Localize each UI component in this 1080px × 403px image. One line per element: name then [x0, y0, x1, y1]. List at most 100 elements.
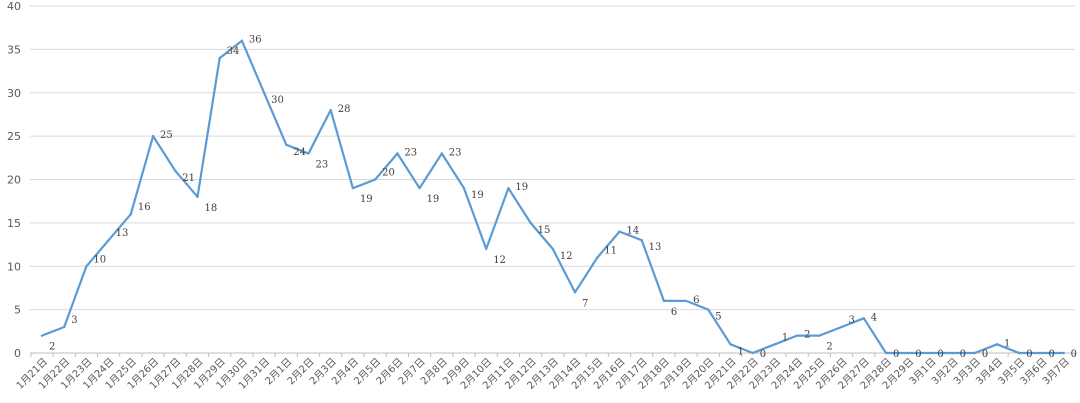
data-label: 2 [804, 330, 810, 341]
data-label: 1 [1004, 338, 1010, 349]
data-point [995, 343, 999, 346]
y-tick-label: 35 [7, 43, 21, 56]
data-label: 5 [715, 312, 721, 323]
gridlines [30, 5, 1075, 354]
data-point [63, 325, 66, 329]
data-point [107, 239, 110, 242]
data-label: 18 [204, 203, 217, 214]
data-label: 13 [649, 242, 662, 253]
data-point [951, 351, 954, 355]
data-point [485, 247, 488, 251]
data-point [129, 213, 133, 216]
data-point [1018, 351, 1021, 355]
y-tick-label: 15 [7, 217, 21, 230]
data-point [929, 351, 932, 355]
data-label: 28 [338, 104, 351, 115]
data-label: 0 [893, 349, 899, 360]
data-point [729, 343, 732, 346]
data-label: 6 [693, 295, 699, 306]
data-point [40, 334, 44, 337]
data-label: 0 [760, 349, 766, 360]
data-label: 19 [360, 194, 373, 205]
data-point [662, 299, 666, 303]
data-label: 0 [1071, 349, 1077, 360]
data-label: 3 [71, 315, 77, 326]
data-label: 15 [538, 225, 551, 236]
data-label: 0 [982, 349, 988, 360]
data-point [151, 134, 155, 138]
data-point [1040, 351, 1043, 355]
data-point [551, 247, 555, 251]
data-label: 21 [182, 173, 195, 184]
data-label: 25 [160, 130, 173, 141]
data-point [373, 178, 377, 181]
data-label: 0 [1048, 349, 1054, 360]
y-tick-label: 25 [7, 130, 21, 143]
y-tick-label: 20 [7, 174, 21, 187]
data-point [618, 230, 621, 233]
data-labels: 2310131625211834363024232819202319231912… [49, 35, 1077, 360]
data-label: 24 [293, 147, 306, 158]
data-point [285, 143, 288, 146]
series-line [40, 39, 1065, 355]
data-label: 3 [849, 315, 855, 326]
y-tick-label: 40 [7, 0, 21, 13]
data-point [840, 325, 843, 329]
data-label: 7 [582, 298, 588, 309]
y-tick-label: 5 [14, 304, 21, 317]
data-label: 34 [227, 46, 240, 57]
data-label: 0 [915, 349, 921, 360]
data-point [174, 169, 177, 173]
data-label: 12 [493, 255, 506, 266]
data-point [640, 239, 643, 242]
data-point [507, 186, 510, 190]
data-label: 6 [671, 307, 677, 318]
data-label: 14 [626, 226, 639, 237]
data-label: 19 [471, 190, 484, 201]
data-label: 30 [271, 95, 284, 106]
series-polyline [40, 39, 1065, 355]
data-label: 2 [826, 342, 832, 353]
data-point [596, 256, 599, 259]
data-label: 12 [560, 251, 573, 262]
data-label: 13 [116, 228, 129, 239]
data-point [462, 186, 466, 190]
data-point [307, 152, 310, 155]
data-label: 0 [937, 349, 943, 360]
data-point [351, 186, 355, 190]
y-tick-label: 0 [14, 347, 21, 360]
data-label: 23 [449, 147, 462, 158]
data-point [862, 317, 865, 320]
data-point [262, 91, 266, 94]
data-point [818, 334, 821, 337]
data-point [1062, 351, 1065, 355]
data-label: 1 [782, 332, 788, 343]
data-label: 11 [604, 246, 617, 257]
data-point [240, 39, 244, 42]
data-point [573, 291, 577, 294]
data-point [884, 351, 888, 355]
data-label: 36 [249, 35, 262, 46]
data-label: 0 [1026, 349, 1032, 360]
data-point [707, 308, 710, 311]
data-point [751, 351, 754, 355]
data-point [418, 186, 421, 190]
data-label: 19 [515, 182, 528, 193]
data-label: 23 [316, 159, 329, 170]
data-label: 19 [427, 194, 440, 205]
data-point [196, 195, 199, 199]
data-point [795, 334, 799, 337]
data-point [529, 221, 532, 225]
data-point [218, 56, 221, 60]
y-axis: 0 5 10 15 20 25 30 35 40 [7, 0, 21, 360]
data-label: 4 [871, 312, 877, 323]
data-label: 10 [93, 254, 106, 265]
data-label: 20 [382, 168, 395, 179]
data-label: 23 [404, 147, 417, 158]
data-label: 1 [738, 346, 744, 357]
data-label: 0 [960, 349, 966, 360]
data-point [396, 152, 399, 155]
data-point [440, 152, 443, 155]
data-point [329, 108, 332, 112]
data-label: 2 [49, 342, 55, 353]
